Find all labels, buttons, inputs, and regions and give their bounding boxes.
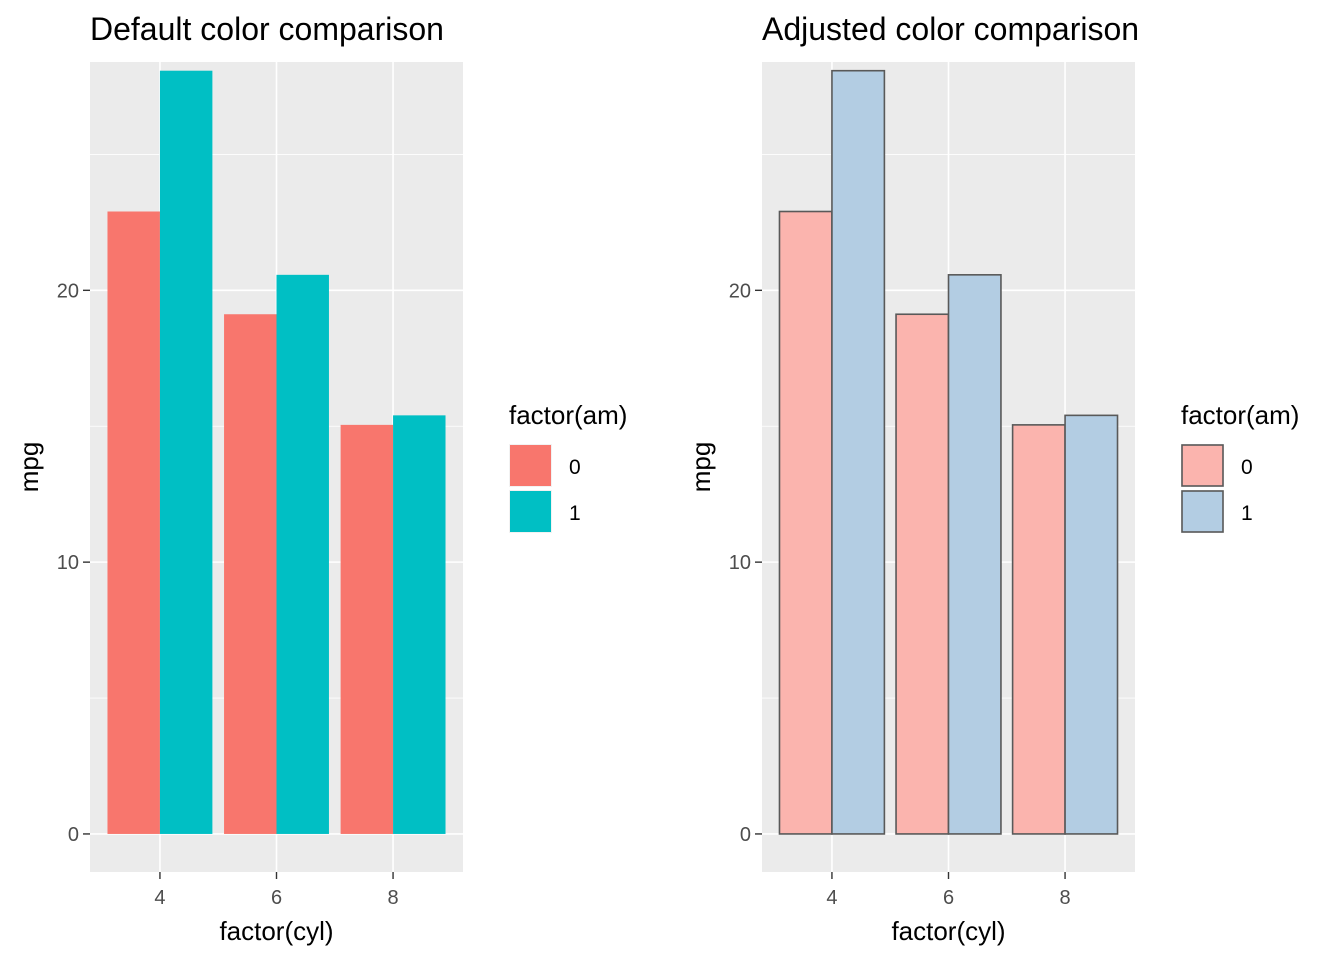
x-axis: 4 6 8 xyxy=(154,872,399,909)
y-axis-title: mpg xyxy=(14,442,44,493)
legend-label: 1 xyxy=(1241,502,1253,525)
bar-6-am1 xyxy=(947,274,1002,835)
x-axis: 4 6 8 xyxy=(826,872,1071,909)
legend-key-am1 xyxy=(1181,490,1224,533)
bar-8-am0 xyxy=(340,424,394,834)
bar-4-am0 xyxy=(778,210,833,835)
bar-4-am1 xyxy=(831,69,886,835)
x-tick-label: 4 xyxy=(826,887,837,909)
legend-label: 0 xyxy=(569,456,581,479)
y-tick-label: 10 xyxy=(729,552,751,574)
legend-label: 0 xyxy=(1241,456,1253,479)
y-tick-label: 0 xyxy=(68,824,79,846)
legend-key-am1 xyxy=(510,491,551,532)
legend: factor(am) 0 1 xyxy=(509,400,627,533)
x-tick-label: 8 xyxy=(388,887,399,909)
bar-6-am1 xyxy=(276,274,329,834)
legend-key-am0 xyxy=(1181,444,1224,487)
bar-8-am0 xyxy=(1011,424,1066,835)
y-tick-label: 20 xyxy=(57,280,79,302)
x-axis-title: factor(cyl) xyxy=(891,916,1005,946)
y-axis: 0 10 20 xyxy=(57,280,90,846)
y-tick-label: 0 xyxy=(740,824,751,846)
bar-8-am1 xyxy=(393,415,446,834)
bar-8-am1 xyxy=(1064,414,1119,835)
bar-4-am1 xyxy=(159,70,213,834)
y-tick-label: 10 xyxy=(57,552,79,574)
legend: factor(am) 0 1 xyxy=(1181,400,1299,533)
x-tick-label: 4 xyxy=(154,887,165,909)
chart-title: Adjusted color comparison xyxy=(762,11,1139,47)
x-tick-label: 6 xyxy=(271,887,282,909)
x-tick-label: 8 xyxy=(1060,887,1071,909)
x-tick-label: 6 xyxy=(943,887,954,909)
y-axis: 0 10 20 xyxy=(729,280,762,846)
legend-label: 1 xyxy=(569,502,581,525)
legend-title: factor(am) xyxy=(1181,400,1299,430)
bars xyxy=(107,70,446,834)
y-axis-title: mpg xyxy=(686,442,716,493)
legend-title: factor(am) xyxy=(509,400,627,430)
bar-6-am0 xyxy=(895,313,950,835)
bars xyxy=(778,69,1119,835)
y-tick-label: 20 xyxy=(729,280,751,302)
legend-key-am0 xyxy=(510,445,551,486)
x-axis-title: factor(cyl) xyxy=(219,916,333,946)
chart-title: Default color comparison xyxy=(90,11,444,47)
bar-6-am0 xyxy=(224,314,277,834)
bar-4-am0 xyxy=(107,211,160,834)
